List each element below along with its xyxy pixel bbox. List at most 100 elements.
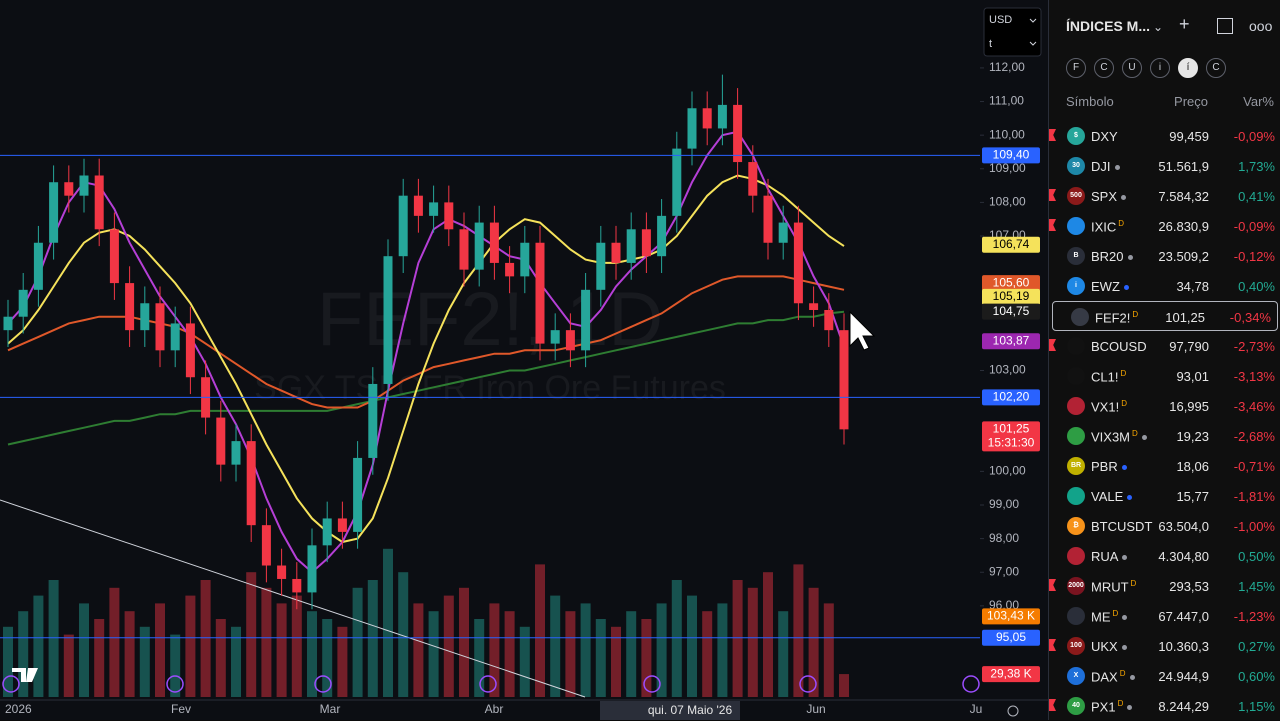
price-cell: 26.830,9 xyxy=(1158,219,1209,234)
watchlist-row[interactable]: 40 PX1 D 8.244,29 1,15% xyxy=(1049,691,1280,721)
watchlist-row[interactable]: $ DXY 99,459 -0,09% xyxy=(1049,121,1280,151)
filter-button[interactable]: F xyxy=(1066,58,1086,78)
row-flag xyxy=(1049,219,1056,231)
symbol-cell: VIX3M D xyxy=(1091,429,1147,444)
price-tag-label: 106,74 xyxy=(993,237,1030,251)
symbol-cell: MRUT D xyxy=(1091,579,1136,594)
watchlist-row[interactable]: RUA 4.304,80 0,50% xyxy=(1049,541,1280,571)
symbol-flag: D xyxy=(1117,699,1124,708)
filter-button[interactable]: C xyxy=(1206,58,1226,78)
symbol-badge xyxy=(1067,427,1085,445)
watchlist-row[interactable]: 2000 MRUT D 293,53 1,45% xyxy=(1049,571,1280,601)
watchlist-row[interactable]: BCOUSD 97,790 -2,73% xyxy=(1049,331,1280,361)
crosshair-date: qui. 07 Maio '26 xyxy=(648,703,733,717)
watchlist-row[interactable]: IXIC D 26.830,9 -0,09% xyxy=(1049,211,1280,241)
row-flag xyxy=(1049,639,1056,651)
y-tick-label: 109,00 xyxy=(989,161,1026,175)
watchlist-row[interactable]: VX1! D 16,995 -3,46% xyxy=(1049,391,1280,421)
symbol-name: VX1! xyxy=(1091,399,1120,415)
add-symbol-button[interactable]: + xyxy=(1179,14,1190,34)
chart-background xyxy=(0,0,1048,720)
x-tick-label: Abr xyxy=(485,702,504,716)
watchlist-row[interactable]: 500 SPX 7.584,32 0,41% xyxy=(1049,181,1280,211)
watchlist-row[interactable]: 100 UKX 10.360,3 0,27% xyxy=(1049,631,1280,661)
column-header[interactable]: Var% xyxy=(1243,94,1274,109)
row-flag xyxy=(1049,339,1056,351)
more-button[interactable]: ooo xyxy=(1249,18,1273,34)
candle-body xyxy=(748,162,758,196)
symbol-name: SPX xyxy=(1091,189,1118,204)
symbol-cell: ME D xyxy=(1091,609,1128,624)
symbol-badge xyxy=(1067,217,1085,235)
change-cell: -3,46% xyxy=(1233,399,1275,414)
status-dot xyxy=(1121,195,1127,201)
candle-body xyxy=(125,283,135,331)
currency-selector[interactable] xyxy=(983,7,1042,57)
volume-bar xyxy=(550,595,561,697)
layout-button[interactable] xyxy=(1217,18,1233,34)
volume-bar xyxy=(747,587,758,697)
change-cell: -0,71% xyxy=(1233,459,1275,474)
filter-button[interactable]: í xyxy=(1178,58,1198,78)
y-tick-label: 110,00 xyxy=(989,127,1025,141)
symbol-name: RUA xyxy=(1091,549,1119,564)
change-cell: 1,15% xyxy=(1238,699,1275,714)
symbol-name: VIX3M xyxy=(1091,429,1131,445)
watchlist-row[interactable]: VALE 15,77 -1,81% xyxy=(1049,481,1280,511)
status-dot xyxy=(1127,495,1133,501)
candle-body xyxy=(459,229,469,270)
watchlist-row[interactable]: ₿ BTCUSDT 63.504,0 -1,00% xyxy=(1049,511,1280,541)
watchlist-row[interactable]: FEF2! D 101,25 -0,34% xyxy=(1052,301,1278,331)
volume-bar xyxy=(352,587,363,697)
settings-icon[interactable] xyxy=(1007,705,1019,717)
x-tick-label: Fev xyxy=(171,702,191,716)
filter-button[interactable]: C xyxy=(1094,58,1114,78)
watchlist-row[interactable]: VIX3M D 19,23 -2,68% xyxy=(1049,421,1280,451)
symbol-cell: VALE xyxy=(1091,489,1133,504)
watchlist-row[interactable]: i EWZ 34,78 0,40% xyxy=(1049,271,1280,301)
price-tag-label: 105,60 xyxy=(993,275,1030,289)
change-cell: -2,73% xyxy=(1233,339,1275,354)
candle-body xyxy=(140,303,150,331)
column-header[interactable]: Preço xyxy=(1174,94,1208,109)
watchlist-row[interactable]: BR PBR 18,06 -0,71% xyxy=(1049,451,1280,481)
change-cell: 0,50% xyxy=(1238,549,1275,564)
filter-button[interactable]: U xyxy=(1122,58,1142,78)
symbol-flag: D xyxy=(1120,369,1127,378)
watchlist-title[interactable]: ÍNDICES M... xyxy=(1066,18,1151,34)
volume-bar xyxy=(246,572,257,697)
watchlist-row[interactable]: X DAX D 24.944,9 0,60% xyxy=(1049,661,1280,691)
crosshair-date-bg xyxy=(600,701,740,720)
symbol-cell: VX1! D xyxy=(1091,399,1127,414)
candle-body xyxy=(216,417,226,465)
price-tag xyxy=(982,147,1040,164)
status-dot xyxy=(1123,285,1129,291)
candle-body xyxy=(246,441,256,526)
currency-label[interactable]: USD xyxy=(989,14,1012,26)
watchlist-row[interactable]: CL1! D 93,01 -3,13% xyxy=(1049,361,1280,391)
watchlist-row[interactable]: 30 DJI 51.561,9 1,73% xyxy=(1049,151,1280,181)
title-dropdown[interactable]: ⌄ xyxy=(1153,20,1164,34)
y-tick-label: 112,00 xyxy=(989,60,1025,74)
price-tag xyxy=(982,303,1040,320)
filter-button[interactable]: i xyxy=(1150,58,1170,78)
candle-body xyxy=(261,525,271,566)
x-tick-label: Mar xyxy=(320,702,341,716)
volume-bar xyxy=(155,603,165,697)
symbol-name: PX1 xyxy=(1091,699,1116,715)
change-cell: -0,09% xyxy=(1233,219,1275,234)
row-flag xyxy=(1049,579,1056,591)
watchlist-row[interactable]: B BR20 23.509,2 -0,12% xyxy=(1049,241,1280,271)
column-header[interactable]: Símbolo xyxy=(1066,94,1114,109)
symbol-name: BTCUSDT xyxy=(1091,519,1153,534)
candle-body xyxy=(337,518,347,532)
candle-body xyxy=(64,182,74,196)
candle-body xyxy=(824,309,834,331)
candle-body xyxy=(368,383,378,458)
unit-label[interactable]: t xyxy=(989,38,992,50)
symbol-name: MRUT xyxy=(1091,579,1129,595)
watchlist-row[interactable]: ME D 67.447,0 -1,23% xyxy=(1049,601,1280,631)
volume-bar xyxy=(793,564,804,697)
y-tick-label: 103,00 xyxy=(989,363,1026,377)
